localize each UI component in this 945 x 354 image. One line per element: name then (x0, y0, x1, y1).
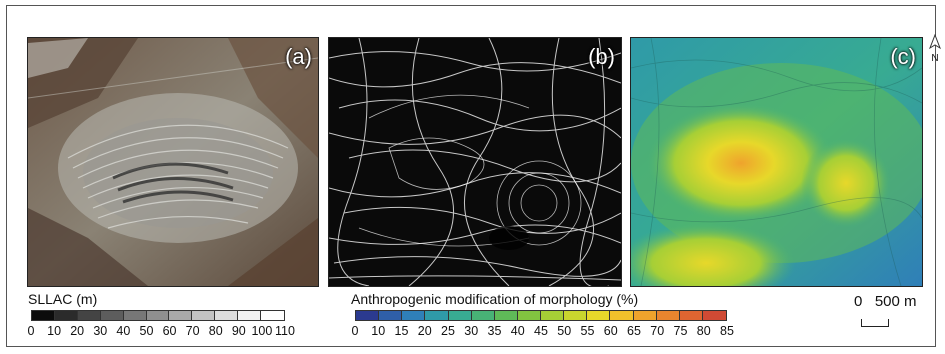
legend-modification-tick-label: 45 (534, 324, 548, 338)
legend-modification-swatch (633, 311, 657, 320)
legend-modification-title: Anthropogenic modification of morphology… (351, 291, 639, 307)
north-arrow: N (926, 33, 944, 64)
legend-modification-tick-label: 20 (417, 324, 432, 338)
figure-frame: (a) (6, 5, 936, 347)
north-letter: N (931, 53, 939, 64)
legend-modification-swatch (587, 311, 611, 320)
legend-modification-swatch (564, 311, 588, 320)
legend-sllac-swatch (54, 311, 78, 320)
legend-sllac-tick-label: 30 (93, 324, 108, 338)
legend-modification-swatch (356, 311, 380, 320)
legend-sllac-tick-label: 110 (275, 324, 295, 338)
legend-sllac-tick-label: 40 (116, 324, 131, 338)
scale-bar (861, 319, 889, 327)
legend-modification-swatch (425, 311, 449, 320)
legend-sllac-tick-label: 80 (208, 324, 223, 338)
legend-modification-tick-label: 30 (464, 324, 479, 338)
legend-sllac-title: SLLAC (m) (28, 291, 98, 307)
legend-sllac-tick-label: 70 (185, 324, 200, 338)
legend-modification-swatch (494, 311, 518, 320)
north-arrow-icon (929, 33, 941, 50)
panel-a-satellite: (a) (27, 37, 319, 287)
legend-modification-swatch (610, 311, 634, 320)
legend-sllac-swatch (192, 311, 216, 320)
legend-modification-tick-label: 70 (650, 324, 665, 338)
legend-sllac-tick-label: 90 (231, 324, 246, 338)
legend-modification-tick-label: 25 (441, 324, 455, 338)
legend-sllac-tick-label: 10 (47, 324, 62, 338)
legend-modification-tick-label: 65 (627, 324, 641, 338)
scale-bar-label: 0 500 m (854, 293, 917, 310)
legend-sllac-swatch (123, 311, 147, 320)
slope-texture-map (329, 38, 621, 286)
legend-sllac-swatch (238, 311, 262, 320)
legend-modification-swatch (471, 311, 495, 320)
legend-modification-swatch (402, 311, 426, 320)
legend-modification-colorbar (355, 310, 727, 321)
legend-modification-swatch (702, 311, 726, 320)
legend-sllac-tick-label: 50 (139, 324, 154, 338)
legend-modification-tick-label: 35 (487, 324, 502, 338)
legend-modification-tick-label: 10 (371, 324, 386, 338)
legend-modification-tick-label: 40 (510, 324, 525, 338)
legend-modification-tick-label: 80 (696, 324, 711, 338)
legend-sllac-swatch (100, 311, 124, 320)
panel-label-c: (c) (890, 44, 916, 69)
panel-label-b: (b) (588, 44, 615, 69)
panel-b-texture: (b) (328, 37, 622, 287)
legend-sllac-swatch (146, 311, 170, 320)
panel-c-heatmap: (c) (630, 37, 923, 287)
legend-sllac-tick-label: 0 (27, 324, 35, 338)
legend-modification-swatch (541, 311, 565, 320)
satellite-image (28, 38, 318, 286)
legend-modification-swatch (448, 311, 472, 320)
legend-sllac-swatch (169, 311, 193, 320)
legend-modification-swatch (517, 311, 541, 320)
modification-heatmap (631, 38, 922, 286)
legend-sllac-tick-label: 100 (251, 324, 273, 338)
legend-modification-tick-label: 55 (580, 324, 595, 338)
legend-sllac-swatch (77, 311, 101, 320)
legend-modification-tick-label: 15 (394, 324, 409, 338)
panel-label-a: (a) (285, 44, 312, 69)
legend-modification-swatch (379, 311, 403, 320)
legend-sllac-swatch (261, 311, 284, 320)
legend-sllac-tick-label: 20 (70, 324, 85, 338)
legend-sllac-swatch (32, 311, 55, 320)
legend-modification-tick-label: 75 (673, 324, 688, 338)
legend-sllac-swatch (215, 311, 239, 320)
legend-modification-tick-label: 0 (351, 324, 359, 338)
legend-sllac-colorbar (31, 310, 285, 321)
legend-modification-swatch (679, 311, 703, 320)
legend-modification-tick-label: 60 (603, 324, 618, 338)
legend-sllac-tick-label: 60 (162, 324, 177, 338)
legend-modification-tick-label: 85 (720, 324, 734, 338)
legend-modification-swatch (656, 311, 680, 320)
legend-modification-tick-label: 50 (557, 324, 572, 338)
